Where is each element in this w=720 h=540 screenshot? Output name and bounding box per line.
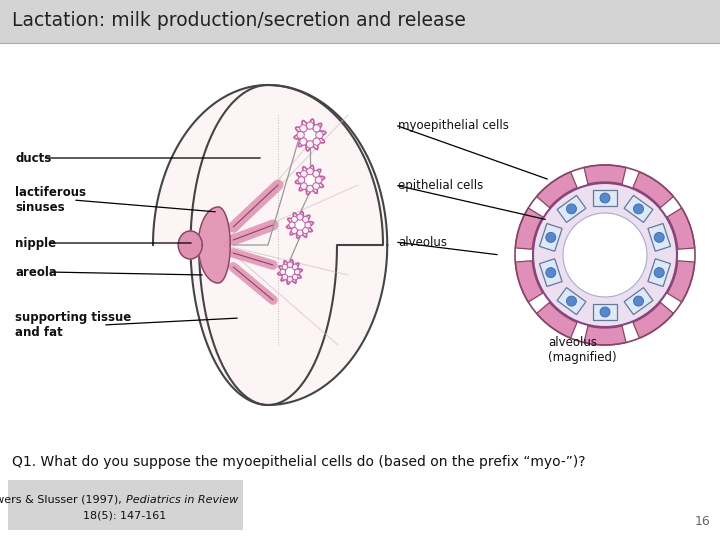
Text: lactiferous
sinuses: lactiferous sinuses <box>15 186 86 214</box>
Circle shape <box>302 227 309 234</box>
Circle shape <box>307 122 314 129</box>
Polygon shape <box>648 224 670 251</box>
Polygon shape <box>633 302 673 338</box>
Polygon shape <box>557 288 586 315</box>
Circle shape <box>292 274 298 280</box>
Circle shape <box>292 264 298 269</box>
Polygon shape <box>516 261 543 302</box>
Circle shape <box>307 141 314 148</box>
Text: ducts: ducts <box>15 152 51 165</box>
Polygon shape <box>516 208 543 249</box>
Circle shape <box>294 269 300 275</box>
Text: alveolus
(magnified): alveolus (magnified) <box>548 336 616 364</box>
Text: Lactation: milk production/secretion and release: Lactation: milk production/secretion and… <box>12 11 466 30</box>
Bar <box>0 0 720 43</box>
Circle shape <box>316 131 323 139</box>
Circle shape <box>654 232 665 242</box>
Circle shape <box>546 232 556 242</box>
Text: alveolus: alveolus <box>398 235 447 248</box>
Text: Q1. What do you suppose the myoepithelial cells do (based on the prefix “myo-”)?: Q1. What do you suppose the myoepithelia… <box>12 455 585 469</box>
Polygon shape <box>539 259 562 287</box>
Text: Powers & Slusser (1997),: Powers & Slusser (1997), <box>0 495 125 505</box>
Polygon shape <box>179 231 202 259</box>
Polygon shape <box>287 212 314 239</box>
Circle shape <box>287 262 293 268</box>
Circle shape <box>634 204 644 214</box>
Polygon shape <box>667 261 695 302</box>
Circle shape <box>292 217 297 222</box>
Circle shape <box>297 214 303 220</box>
Circle shape <box>634 296 644 306</box>
Circle shape <box>298 177 305 184</box>
Polygon shape <box>294 119 326 151</box>
Polygon shape <box>536 302 577 338</box>
Text: 18(5): 147-161: 18(5): 147-161 <box>84 511 166 521</box>
Circle shape <box>304 174 316 186</box>
Polygon shape <box>648 259 670 287</box>
Text: supporting tissue
and fat: supporting tissue and fat <box>15 311 131 339</box>
Polygon shape <box>539 224 562 251</box>
Circle shape <box>300 138 307 145</box>
Circle shape <box>533 183 677 327</box>
Circle shape <box>567 296 577 306</box>
Text: epithelial cells: epithelial cells <box>398 179 483 192</box>
Circle shape <box>300 171 307 177</box>
Circle shape <box>287 276 293 282</box>
Text: areola: areola <box>15 266 57 279</box>
Polygon shape <box>624 288 653 315</box>
Circle shape <box>600 307 610 317</box>
Polygon shape <box>191 85 387 405</box>
Circle shape <box>546 268 556 278</box>
Polygon shape <box>198 207 230 283</box>
Circle shape <box>285 267 295 277</box>
Polygon shape <box>584 165 626 184</box>
Circle shape <box>313 138 320 145</box>
Circle shape <box>282 274 288 280</box>
Circle shape <box>307 185 313 192</box>
Circle shape <box>300 125 307 132</box>
Circle shape <box>307 168 313 175</box>
Circle shape <box>300 183 307 190</box>
Polygon shape <box>295 165 325 195</box>
Polygon shape <box>593 304 617 320</box>
Polygon shape <box>557 195 586 222</box>
Circle shape <box>305 222 311 228</box>
Circle shape <box>312 171 320 177</box>
Circle shape <box>304 129 317 141</box>
Polygon shape <box>593 190 617 206</box>
Circle shape <box>563 213 647 297</box>
Text: nipple: nipple <box>15 237 56 249</box>
Circle shape <box>297 230 303 236</box>
Polygon shape <box>633 172 673 207</box>
Text: Pediatrics in Review: Pediatrics in Review <box>126 495 238 505</box>
Polygon shape <box>584 326 626 345</box>
Circle shape <box>294 219 305 231</box>
Polygon shape <box>624 195 653 222</box>
Circle shape <box>315 177 322 184</box>
Circle shape <box>654 268 665 278</box>
Circle shape <box>280 269 286 275</box>
Text: myoepithelial cells: myoepithelial cells <box>398 118 509 132</box>
Bar <box>8 480 243 530</box>
Circle shape <box>312 183 320 190</box>
Polygon shape <box>153 85 383 405</box>
Polygon shape <box>536 172 577 207</box>
Polygon shape <box>667 208 695 249</box>
Circle shape <box>289 222 295 228</box>
Circle shape <box>292 227 297 234</box>
Circle shape <box>282 264 288 269</box>
Circle shape <box>567 204 577 214</box>
Circle shape <box>313 125 320 132</box>
Text: 16: 16 <box>694 515 710 528</box>
Polygon shape <box>278 260 302 285</box>
Circle shape <box>302 217 309 222</box>
Circle shape <box>600 193 610 203</box>
Circle shape <box>297 131 305 139</box>
